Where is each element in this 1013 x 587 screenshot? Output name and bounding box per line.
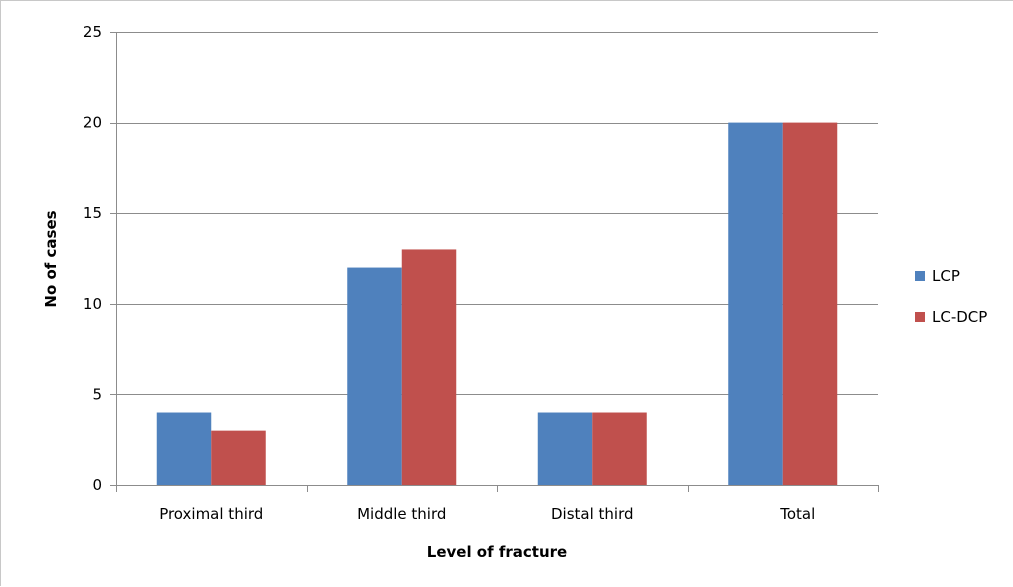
y-axis-title: No of cases [42,210,60,307]
y-tick-label: 25 [83,23,102,41]
x-axis-title: Level of fracture [427,543,567,561]
axes [110,32,879,492]
y-tick-label: 20 [83,114,102,132]
bar-lcp-1 [347,267,402,485]
x-tick-label: Distal third [551,505,634,523]
x-tick-label: Total [779,505,815,523]
bars [156,122,838,485]
y-tick-label: 10 [83,295,102,313]
bar-lcp-0 [156,412,212,485]
x-tick-label: Middle third [357,505,446,523]
tick-labels: 0 5 10 15 20 25 Proximal third Middle third Dist… [83,23,815,523]
legend-swatch-lcp [915,271,925,281]
bar-lc-dcp-2 [592,412,647,485]
bar-lcp-2 [537,412,593,485]
bar-lc-dcp-1 [401,249,457,485]
bar-lcp-3 [728,122,783,485]
legend: LCP LC-DCP [915,267,987,326]
legend-swatch-lc-dcp [915,312,925,322]
y-tick-label: 15 [83,204,102,222]
x-tick-label: Proximal third [159,505,263,523]
legend-label-lc-dcp: LC-DCP [932,308,987,326]
legend-label-lcp: LCP [932,267,960,285]
bar-lc-dcp-0 [211,430,266,485]
y-tick-label: 5 [92,385,102,403]
bar-lc-dcp-3 [782,122,838,485]
y-tick-label: 0 [92,476,102,494]
